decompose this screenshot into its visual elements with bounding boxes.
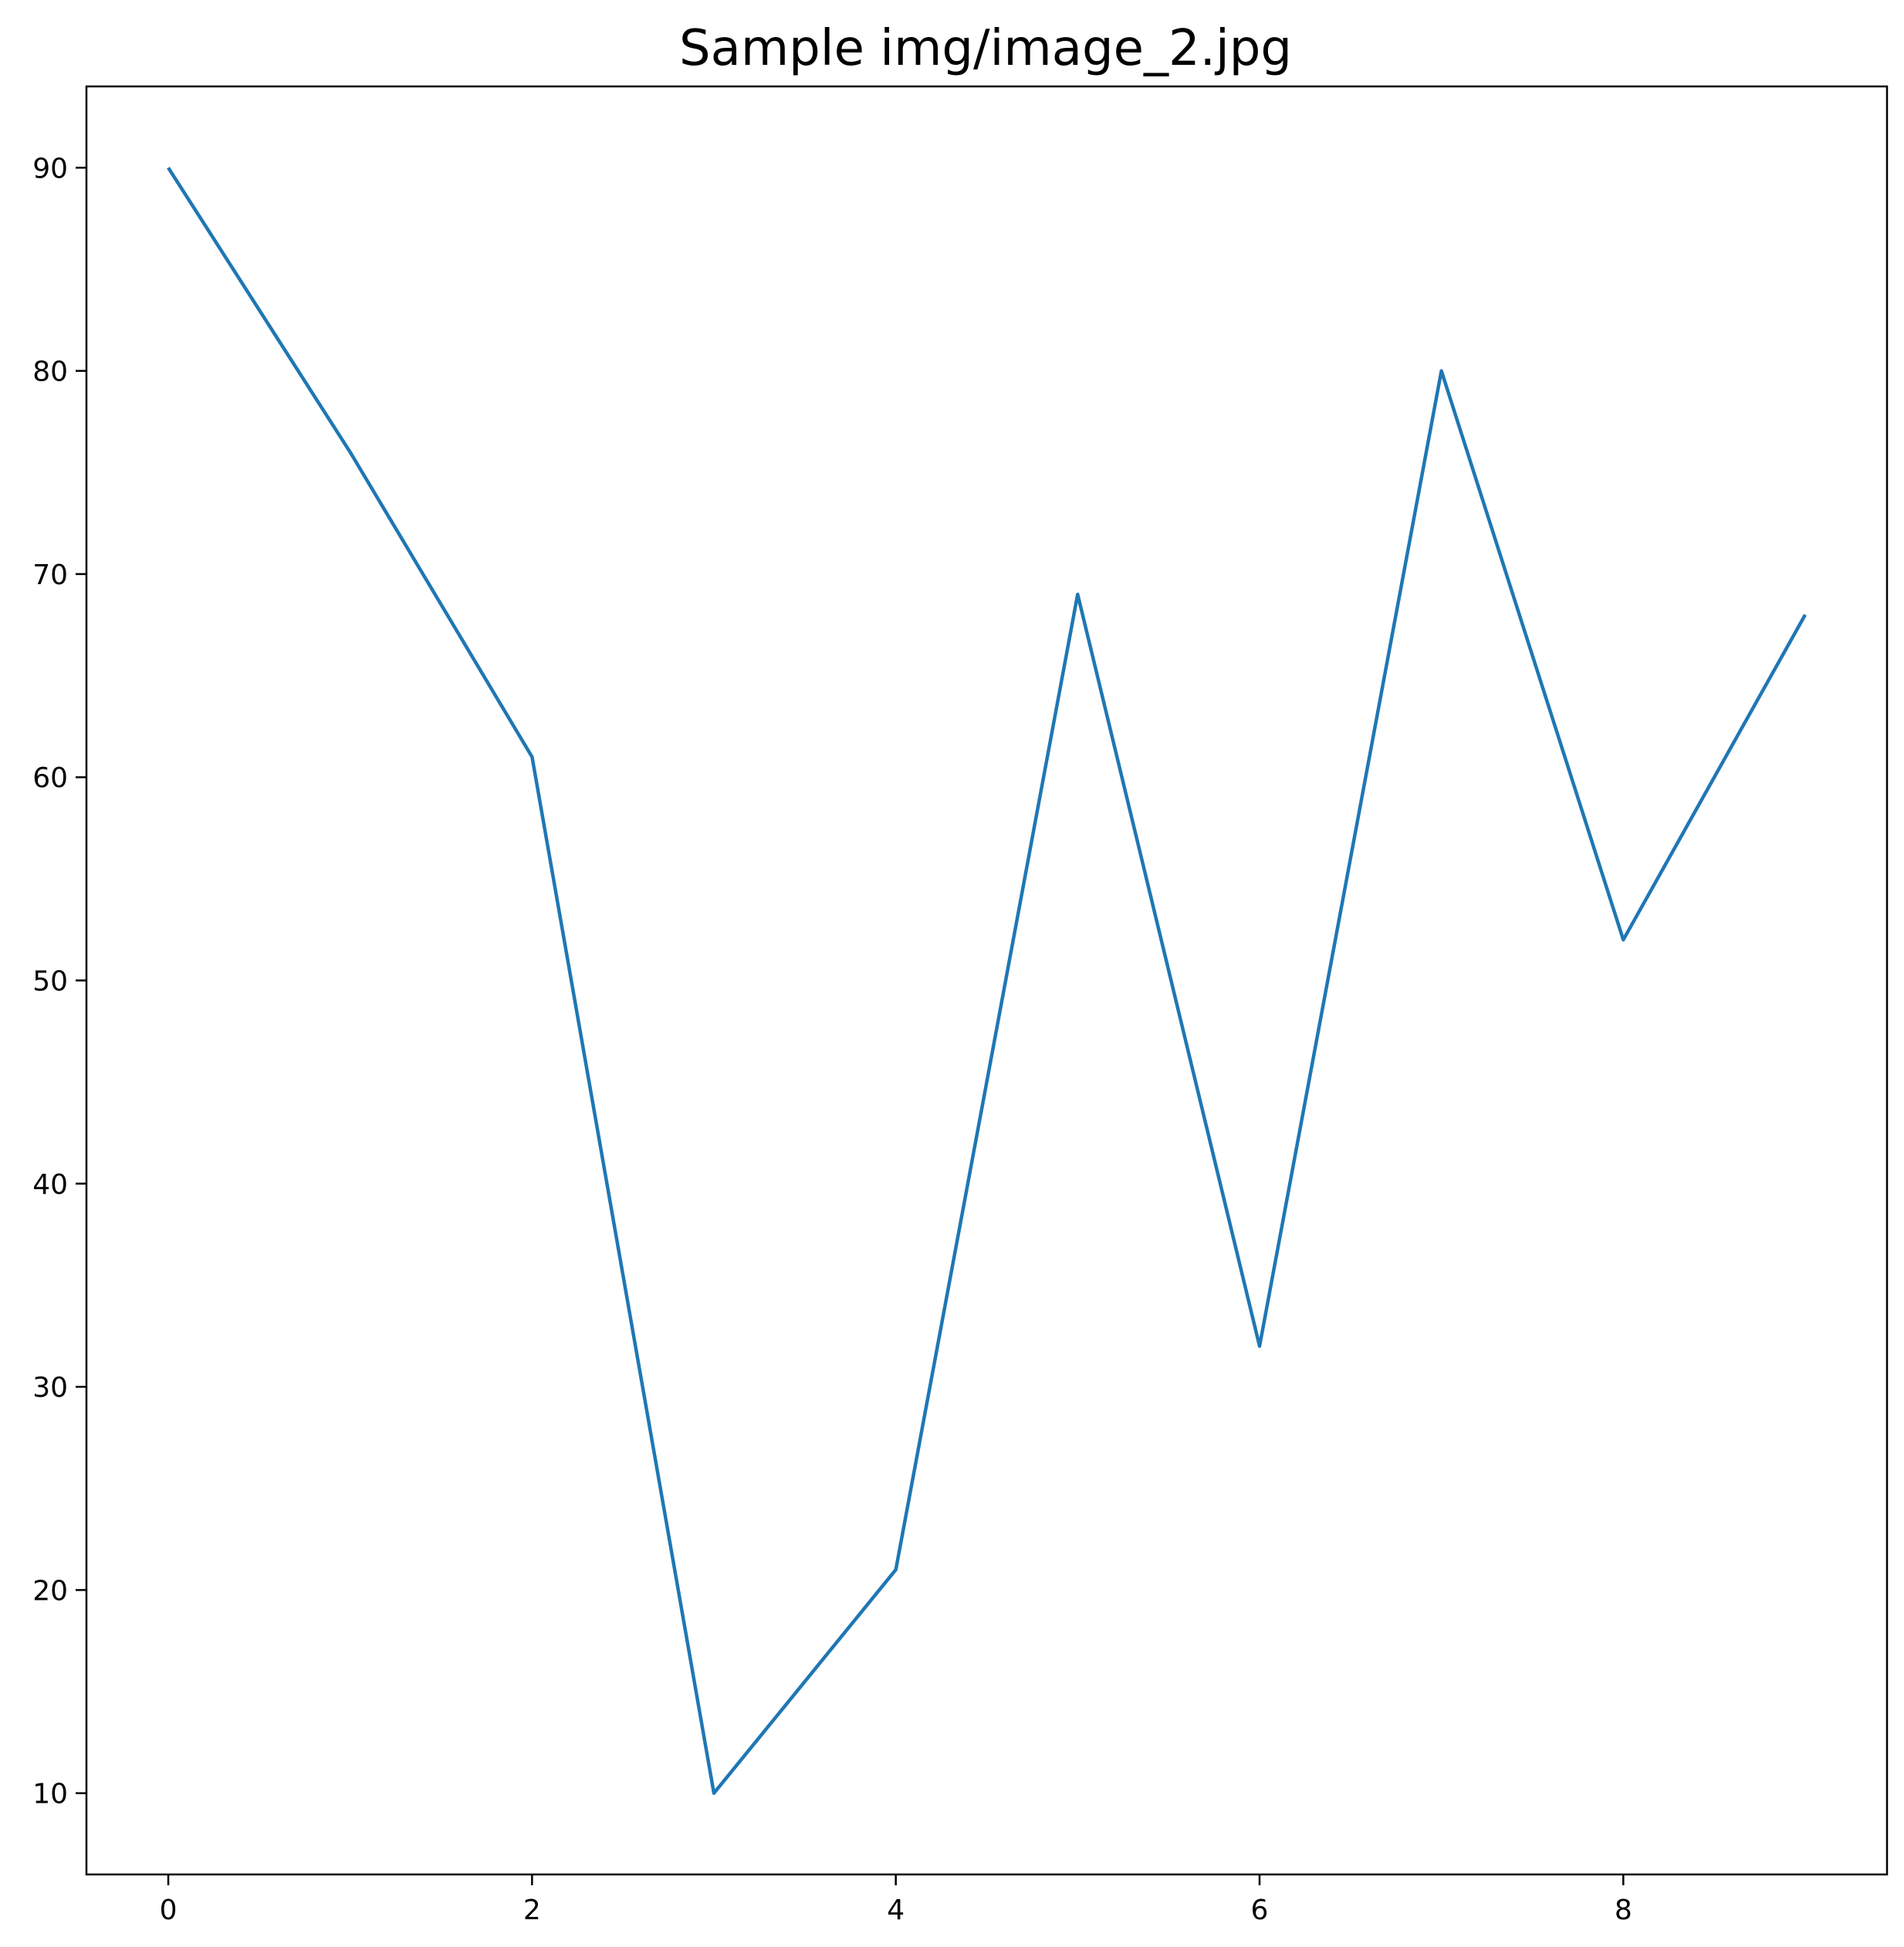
x-axis: 0 2 4 6 8	[160, 1874, 1632, 1926]
y-tick-label: 70	[32, 559, 68, 591]
x-tick-label: 6	[1251, 1895, 1269, 1926]
y-tick-label: 50	[32, 966, 68, 998]
x-tick-label: 2	[523, 1895, 541, 1926]
y-tick-label: 30	[32, 1372, 68, 1404]
y-axis: 10 20 30 40 50 60 70 80 90	[32, 153, 86, 1810]
series-line-0	[167, 167, 1807, 1795]
x-tick-label: 0	[160, 1895, 178, 1926]
y-tick-label: 20	[32, 1575, 68, 1607]
y-tick-label: 90	[32, 153, 68, 184]
y-tick-label: 40	[32, 1169, 68, 1201]
x-tick-label: 8	[1615, 1895, 1632, 1926]
chart-title: Sample img/image_2.jpg	[679, 20, 1292, 77]
y-tick-label: 10	[32, 1779, 68, 1810]
x-tick-label: 4	[887, 1895, 905, 1926]
y-tick-label: 60	[32, 762, 68, 794]
plot-area	[167, 167, 1807, 1795]
y-tick-label: 80	[32, 357, 68, 388]
